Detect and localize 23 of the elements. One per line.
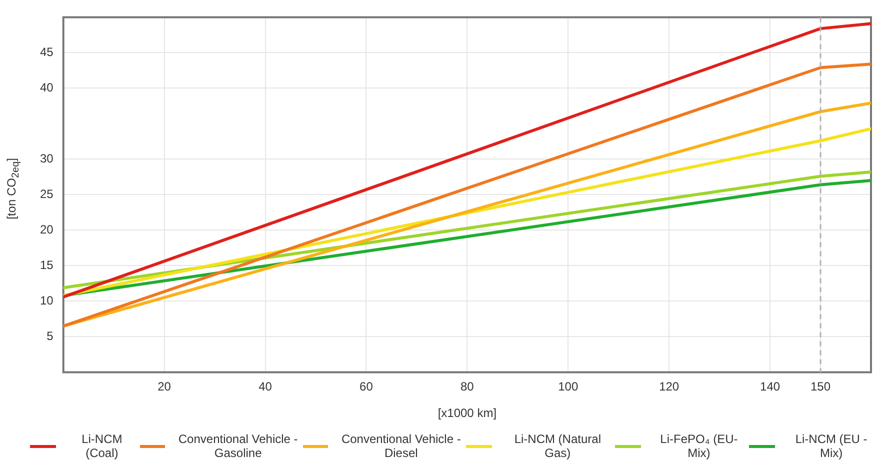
legend-label: Li-NCM (Natural Gas) (513, 432, 602, 460)
y-tick-label: 20 (40, 222, 54, 237)
y-tick-label: 5 (46, 329, 54, 344)
x-tick-label: 20 (158, 380, 172, 394)
x-tick-label: 120 (659, 380, 680, 394)
legend-label: Conventional Vehicle - Diesel (340, 432, 462, 460)
x-tick-label: 100 (558, 380, 578, 394)
legend-label: Li-NCM (Coal) (80, 432, 124, 460)
x-axis-title: [x1000 km] (438, 406, 497, 420)
x-tick-label: 150 (810, 380, 831, 394)
y-tick-label: 25 (40, 187, 54, 202)
y-tick-label: 45 (40, 45, 54, 60)
legend-label: Li-FePO₄ (EU-Mix) (659, 432, 739, 460)
x-tick-label: 140 (760, 380, 780, 394)
x-tick-label: 60 (360, 380, 374, 394)
y-tick-label: 30 (40, 152, 54, 166)
x-tick-label: 40 (258, 380, 272, 394)
y-tick-label: 40 (40, 80, 54, 95)
legend-label: Conventional Vehicle - Gasoline (177, 432, 299, 460)
legend-label: Li-NCM (EU - Mix) (794, 432, 868, 460)
x-tick-label: 80 (460, 380, 474, 394)
y-tick-label: 10 (40, 294, 54, 308)
y-tick-label: 15 (40, 258, 54, 272)
